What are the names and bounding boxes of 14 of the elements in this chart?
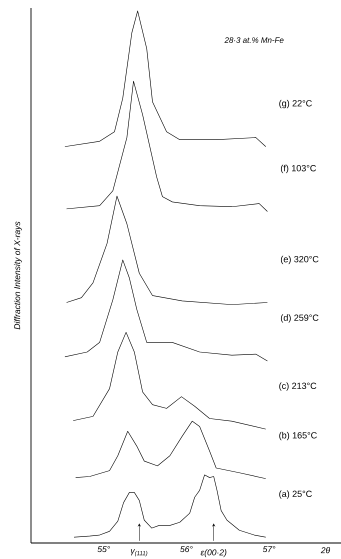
text: (b) 165°C xyxy=(279,432,317,440)
text: (f) 103°C xyxy=(280,164,316,174)
text: (c) 213°C xyxy=(279,382,316,391)
x-axis-title: 2θ xyxy=(320,547,330,554)
annotation: γ$_{(111)}$ xyxy=(130,549,148,556)
text: (d) 259°C xyxy=(280,314,318,323)
x-tick-label: 56° xyxy=(180,546,193,552)
annotation: ε(00·2) xyxy=(200,549,226,558)
x-tick-label: 57° xyxy=(262,546,276,552)
text: (a) 25°C xyxy=(279,490,312,499)
text: (e) 320°C xyxy=(280,256,318,264)
text: (g) 22°C xyxy=(279,100,312,108)
x-tick-label: 55° xyxy=(98,546,110,552)
y-axis-title: Diffraction Intensity of X-rays xyxy=(14,222,22,330)
